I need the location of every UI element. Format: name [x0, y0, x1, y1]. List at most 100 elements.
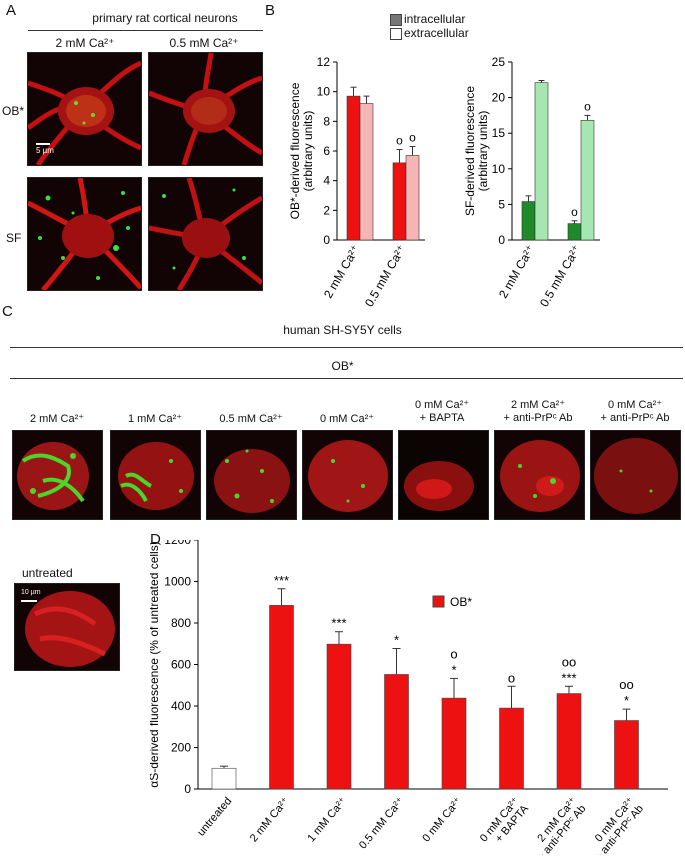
- y-tick-label: 0: [498, 233, 505, 247]
- micrograph-sf-05mm: [148, 177, 263, 291]
- panel-a-title: primary rat cortical neurons: [92, 11, 238, 25]
- micrograph-cells-0mm: [302, 430, 393, 520]
- y-tick-label: 1000: [164, 575, 191, 589]
- significance-mark: o: [508, 670, 515, 685]
- cond-label-1: 2 mM Ca²⁺: [29, 413, 85, 425]
- chart-sf-fluorescence: 0 5 10 15 20 25 2 mM Ca²⁺ o o 0.5 mM Ca²⁺ SF-deriv…: [463, 55, 600, 309]
- legend-swatch-extracellular: [390, 28, 402, 40]
- cell-image: [17, 442, 89, 510]
- significance-mark: ***: [274, 573, 289, 588]
- y-tick-label: 0: [184, 782, 191, 796]
- bar: [567, 223, 582, 241]
- panel-c-title: human SH-SY5Y cells: [283, 323, 402, 337]
- category-label: 0.5 mM Ca²⁺: [537, 243, 584, 310]
- category-label: untreated: [195, 795, 234, 838]
- significance-mark: o: [571, 205, 578, 219]
- panel-d-letter: D: [150, 531, 161, 548]
- category-label: 2 mM Ca²⁺+ anti-PrPᶜ Ab: [526, 795, 589, 855]
- scale-bar: [21, 600, 37, 602]
- cell-image: [308, 440, 388, 512]
- cell-image: [399, 431, 488, 519]
- y-tick-label: 200: [171, 741, 191, 755]
- cond-label-2: 1 mM Ca²⁺: [127, 413, 183, 425]
- category-label: 2 mM Ca²⁺: [321, 243, 363, 301]
- legend-swatch-intracellular: [390, 14, 402, 26]
- panel-a-letter: A: [6, 2, 17, 19]
- bar: [614, 720, 639, 790]
- y-tick-label: 12: [317, 55, 331, 69]
- cell-image: [25, 591, 115, 667]
- bar: [534, 82, 549, 241]
- bar: [384, 674, 409, 790]
- category-label-line1: 0.5 mM Ca²⁺: [357, 795, 407, 851]
- cond-label-5b: + BAPTA: [419, 412, 465, 424]
- bar: [405, 155, 420, 241]
- legend-label-extracellular: extracellular: [404, 26, 469, 40]
- panel-c-rule-bottom: [10, 378, 683, 379]
- y-axis-label-units: (arbitrary units): [476, 111, 490, 192]
- y-tick-label: 25: [492, 55, 506, 69]
- cond-label-7a: 0 mM Ca²⁺: [607, 399, 663, 411]
- scale-bar: [36, 143, 50, 145]
- category-label: 0 mM Ca²⁺+ BAPTA: [478, 795, 532, 852]
- category-label: 0 mM Ca²⁺: [420, 795, 464, 844]
- significance-mark: ***: [331, 616, 346, 631]
- bar: [556, 693, 582, 790]
- untreated-label: untreated: [22, 566, 73, 580]
- micrograph-sf-2mm: [27, 177, 142, 291]
- significance-mark: o: [409, 131, 416, 145]
- cond-label-6b: + anti-PrPᶜ Ab: [503, 412, 573, 424]
- y-tick-label: 5: [498, 197, 505, 211]
- y-tick-label: 400: [171, 699, 191, 713]
- y-tick-label: 2: [323, 203, 330, 217]
- bar: [499, 707, 524, 790]
- panel-c-subtitle: OB*: [331, 359, 354, 373]
- category-label-line1: 1 mM Ca²⁺: [305, 795, 349, 844]
- y-tick-label: 800: [171, 616, 191, 630]
- micrograph-cells-2mm: [12, 430, 103, 520]
- neuron-image: [28, 60, 141, 165]
- chart-ob-fluorescence: 0 2 4 6 8 10 12 2 mM Ca²⁺ o o 0.5 mM Ca²⁺ OB*-deriv…: [288, 55, 425, 309]
- micrograph-cells-0mm-antiprp: [590, 430, 681, 520]
- bar: [269, 605, 294, 790]
- panel-a-col2-label: 0.5 mM Ca²⁺: [169, 36, 239, 50]
- micrograph-cells-1mm: [110, 430, 201, 520]
- micrograph-cells-2mm-antiprp: [494, 430, 585, 520]
- significance-mark: ***: [561, 670, 576, 685]
- category-label-line1: 0 mM Ca²⁺: [420, 795, 464, 844]
- cell-image: [214, 449, 290, 513]
- bar: [521, 201, 536, 241]
- y-tick-label: 0: [323, 233, 330, 247]
- cell-image: [594, 438, 678, 514]
- y-axis-label: SF-derived fluorescence: [463, 86, 477, 216]
- y-axis-label: αS-derived fluorescence (% of untreated …: [150, 541, 161, 787]
- significance-mark: oo: [562, 654, 576, 669]
- significance-mark: oo: [619, 677, 633, 692]
- cond-label-7b: + anti-PrPᶜ Ab: [600, 412, 670, 424]
- scale-bar-label: 5 µm: [36, 146, 54, 155]
- y-axis-label-units: (arbitrary units): [301, 111, 315, 192]
- panel-a-col1-label: 2 mM Ca²⁺: [55, 36, 115, 50]
- micrograph-ob-2mm: 5 µm: [27, 52, 142, 166]
- category-label: 2 mM Ca²⁺: [496, 243, 538, 301]
- y-tick-label: 8: [323, 114, 330, 128]
- cond-label-6a: 2 mM Ca²⁺: [510, 399, 566, 411]
- significance-mark: *: [451, 662, 456, 677]
- legend-swatch-ob: [432, 595, 445, 608]
- category-label: 1 mM Ca²⁺: [305, 795, 349, 844]
- panel-a-rule: [28, 30, 263, 31]
- panel-c-rule-top: [10, 347, 683, 348]
- legend-label-intracellular: intracellular: [404, 12, 466, 26]
- cell-image: [500, 440, 580, 512]
- bar: [326, 643, 352, 790]
- category-label: 0.5 mM Ca²⁺: [362, 243, 409, 310]
- cell-image: [118, 442, 194, 510]
- y-axis-label: OB*-derived fluorescence: [288, 82, 302, 219]
- significance-mark: *: [394, 633, 399, 648]
- category-label-line1: untreated: [195, 795, 234, 838]
- significance-mark: o: [396, 134, 403, 148]
- panel-b-letter: B: [265, 2, 276, 19]
- bar: [580, 120, 595, 241]
- bar: [211, 767, 237, 790]
